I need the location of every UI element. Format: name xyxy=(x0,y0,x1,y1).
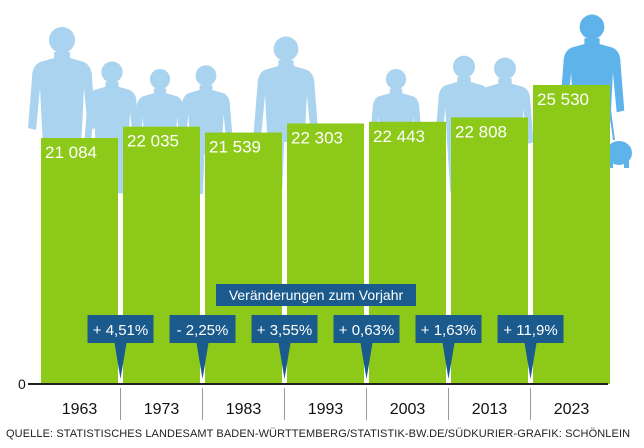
year-separators xyxy=(120,388,531,420)
change-box: + 4,51% xyxy=(87,315,154,379)
x-tick-label: 1973 xyxy=(144,401,180,418)
change-box: + 0,63% xyxy=(333,315,400,379)
value-label: 22 443 xyxy=(373,127,425,146)
value-label: 25 530 xyxy=(537,90,589,109)
woman-with-dog-icon xyxy=(559,14,632,168)
bar xyxy=(369,121,446,384)
change-box: + 3,55% xyxy=(251,315,318,379)
value-label: 22 303 xyxy=(291,128,343,147)
change-box: - 2,25% xyxy=(169,315,236,379)
bar xyxy=(41,137,118,384)
x-tick-label: 2013 xyxy=(472,401,508,418)
changes-title-box: Veränderungen zum Vorjahr xyxy=(216,284,416,306)
value-label: 21 539 xyxy=(209,138,261,157)
bar xyxy=(451,117,528,384)
change-box: + 1,63% xyxy=(415,315,482,379)
change-label: + 1,63% xyxy=(421,322,476,339)
change-label: + 0,63% xyxy=(339,322,394,339)
value-label: 21 084 xyxy=(45,143,97,162)
people-silhouette-icon xyxy=(28,14,632,195)
source-note: QUELLE: STATISTISCHES LANDESAMT BADEN-WÜ… xyxy=(6,428,631,440)
change-label: + 11,9% xyxy=(503,322,557,339)
x-tick-label: 2023 xyxy=(554,401,590,418)
change-label: - 2,25% xyxy=(177,322,229,339)
change-label: + 4,51% xyxy=(93,322,148,339)
change-label: + 3,55% xyxy=(257,322,312,339)
changes: + 4,51% - 2,25% + 3,55% + 0,63% + 1,63% + 11,… xyxy=(87,315,564,379)
bar xyxy=(123,126,200,384)
x-tick-label: 1993 xyxy=(308,401,344,418)
value-label: 22 035 xyxy=(127,132,179,151)
bar xyxy=(287,123,364,384)
changes-title: Veränderungen zum Vorjahr xyxy=(229,287,404,303)
y-tick-label: 0 xyxy=(18,376,26,392)
change-box: + 11,9% xyxy=(497,315,564,379)
x-tick-label: 2003 xyxy=(390,401,426,418)
x-tick-labels: 1963 1973 1983 1993 2003 2013 2023 xyxy=(62,401,590,418)
value-label: 22 808 xyxy=(455,122,507,141)
bar xyxy=(205,132,282,384)
x-tick-label: 1963 xyxy=(62,401,98,418)
x-tick-label: 1983 xyxy=(226,401,262,418)
